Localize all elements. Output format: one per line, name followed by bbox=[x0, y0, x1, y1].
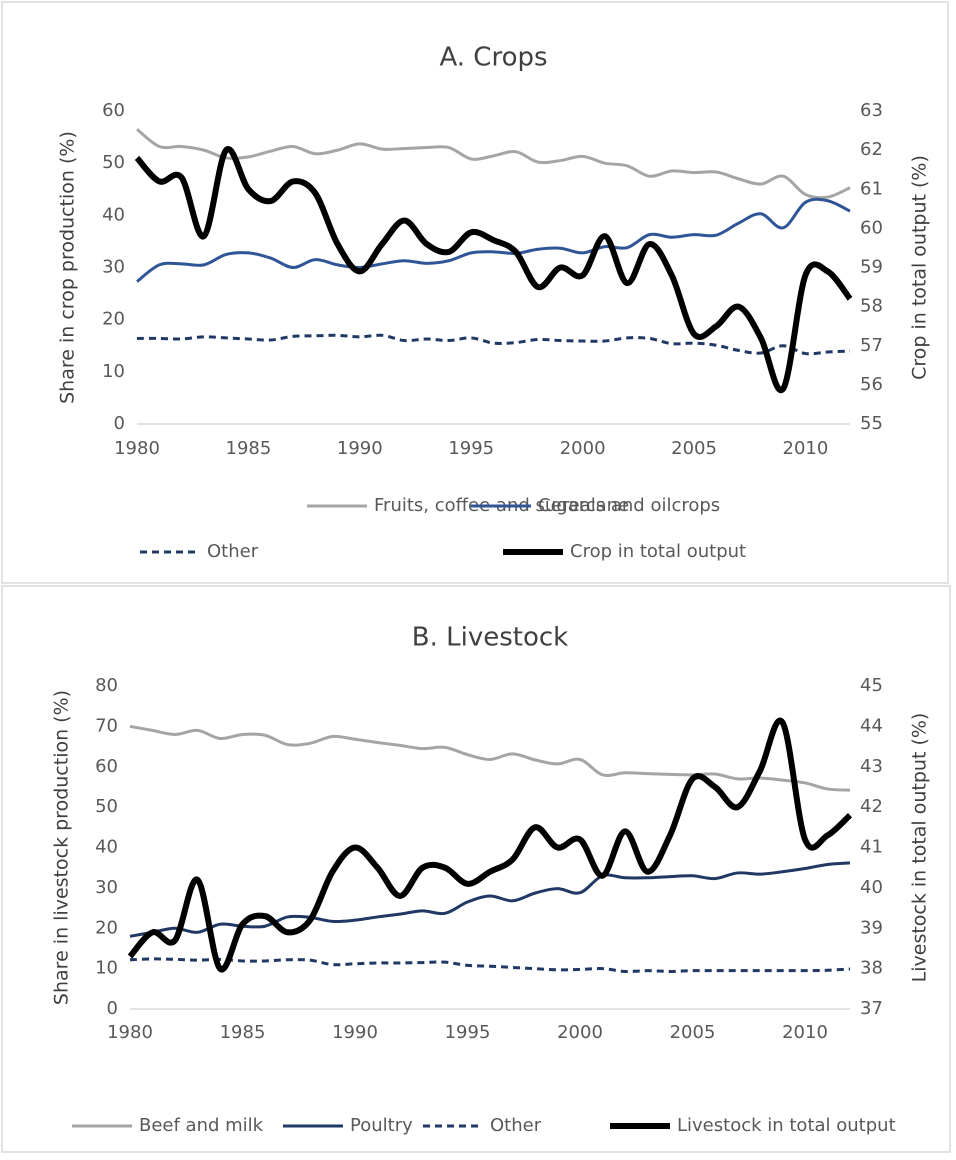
y2-tick-label: 58 bbox=[860, 296, 883, 317]
legend-label: Crop in total output bbox=[570, 541, 746, 562]
y-tick-label: 30 bbox=[95, 877, 118, 898]
y2-axis-label: Crop in total output (%) bbox=[909, 155, 931, 380]
x-tick-label: 2010 bbox=[783, 438, 829, 459]
x-tick-label: 1990 bbox=[337, 438, 383, 459]
y2-tick-label: 57 bbox=[860, 335, 883, 356]
series-line bbox=[136, 333, 851, 356]
legend-label: Other bbox=[207, 541, 259, 562]
y-tick-label: 70 bbox=[95, 715, 118, 736]
series-line bbox=[136, 128, 851, 200]
series-line bbox=[129, 957, 851, 974]
y2-tick-label: 37 bbox=[860, 998, 883, 1019]
y-tick-label: 40 bbox=[102, 204, 125, 225]
y2-tick-label: 39 bbox=[860, 917, 883, 938]
y-tick-label: 20 bbox=[102, 309, 125, 330]
y2-tick-label: 42 bbox=[860, 796, 883, 817]
y-tick-label: 60 bbox=[102, 100, 125, 121]
x-tick-label: 1985 bbox=[220, 1022, 266, 1043]
y-tick-label: 10 bbox=[102, 361, 125, 382]
series-line bbox=[136, 197, 851, 283]
y2-tick-label: 59 bbox=[860, 257, 883, 278]
y2-tick-label: 60 bbox=[860, 217, 883, 238]
y2-tick-label: 40 bbox=[860, 877, 883, 898]
panel-border bbox=[1, 1, 949, 584]
x-tick-label: 2005 bbox=[671, 438, 717, 459]
y-tick-label: 0 bbox=[107, 998, 118, 1019]
y-tick-label: 20 bbox=[95, 917, 118, 938]
y2-tick-label: 61 bbox=[860, 178, 883, 199]
y-tick-label: 0 bbox=[114, 413, 125, 434]
y2-tick-label: 38 bbox=[860, 958, 883, 979]
y2-tick-label: 44 bbox=[860, 715, 883, 736]
x-tick-label: 1980 bbox=[114, 438, 160, 459]
y-tick-label: 50 bbox=[95, 796, 118, 817]
y-tick-label: 40 bbox=[95, 837, 118, 858]
y2-tick-label: 41 bbox=[860, 837, 883, 858]
y2-tick-label: 62 bbox=[860, 139, 883, 160]
x-tick-label: 2000 bbox=[557, 1022, 603, 1043]
legend-label: Livestock in total output bbox=[677, 1115, 896, 1136]
series-line bbox=[129, 861, 851, 938]
y-axis-label: Share in livestock production (%) bbox=[51, 690, 73, 1005]
panel-border bbox=[1, 585, 951, 1153]
y-tick-label: 30 bbox=[102, 257, 125, 278]
x-tick-label: 1995 bbox=[445, 1022, 491, 1043]
y2-tick-label: 56 bbox=[860, 374, 883, 395]
y-tick-label: 80 bbox=[95, 675, 118, 696]
chart-title: A. Crops bbox=[439, 43, 547, 73]
x-tick-label: 2010 bbox=[782, 1022, 828, 1043]
y-tick-label: 60 bbox=[95, 756, 118, 777]
x-tick-label: 1995 bbox=[448, 438, 494, 459]
x-tick-label: 1990 bbox=[332, 1022, 378, 1043]
y2-tick-label: 43 bbox=[860, 756, 883, 777]
legend-label: Other bbox=[490, 1115, 542, 1136]
y2-tick-label: 55 bbox=[860, 413, 883, 434]
series-line bbox=[134, 146, 853, 394]
y-tick-label: 50 bbox=[102, 152, 125, 173]
legend-label: Cereals and oilcrops bbox=[538, 495, 720, 516]
series-line bbox=[127, 717, 853, 973]
y-tick-label: 10 bbox=[95, 958, 118, 979]
series-line bbox=[129, 724, 851, 792]
x-tick-label: 1980 bbox=[107, 1022, 153, 1043]
legend-label: Beef and milk bbox=[139, 1115, 264, 1136]
x-tick-label: 2005 bbox=[670, 1022, 716, 1043]
legend-label: Poultry bbox=[350, 1115, 413, 1136]
y-axis-label: Share in crop production (%) bbox=[57, 131, 79, 404]
chart-title: B. Livestock bbox=[412, 623, 568, 653]
y2-tick-label: 45 bbox=[860, 675, 883, 696]
x-tick-label: 1985 bbox=[226, 438, 272, 459]
y2-axis-label: Livestock in total output (%) bbox=[909, 713, 931, 983]
y2-tick-label: 63 bbox=[860, 100, 883, 121]
x-tick-label: 2000 bbox=[560, 438, 606, 459]
